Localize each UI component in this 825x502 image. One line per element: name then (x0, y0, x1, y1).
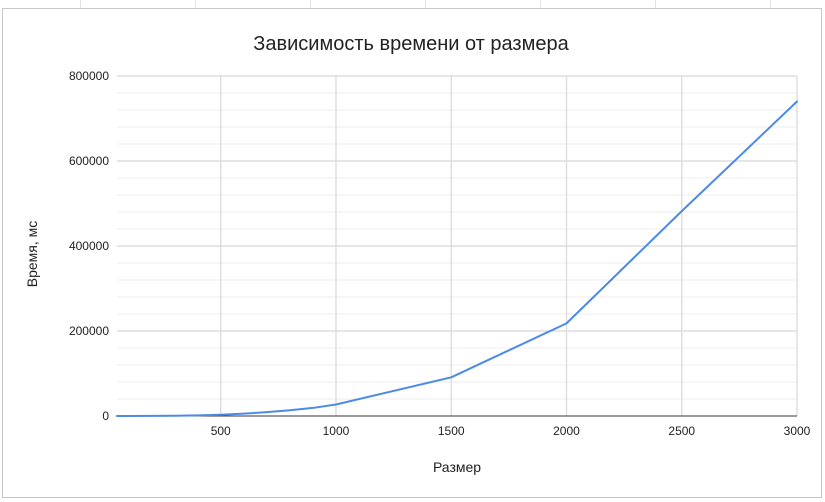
x-tick-label: 2500 (668, 424, 695, 438)
y-tick-label: 400000 (69, 239, 109, 253)
series-layer (116, 100, 798, 417)
sheet-column-strip (0, 0, 825, 8)
x-tick-label: 2000 (553, 424, 580, 438)
x-axis-label: Размер (433, 459, 481, 475)
y-tick-label: 200000 (69, 324, 109, 338)
x-tick-label: 500 (211, 424, 231, 438)
x-tick-label: 1500 (438, 424, 465, 438)
y-axis-ticks: 0 200000 400000 600000 800000 (69, 69, 109, 423)
x-axis-ticks: 500 1000 1500 2000 2500 3000 (211, 424, 811, 438)
y-axis-label: Время, мс (24, 221, 40, 288)
series-line[interactable] (116, 100, 798, 417)
major-gridlines (117, 75, 798, 416)
y-tick-label: 0 (102, 409, 109, 423)
x-tick-label: 3000 (784, 424, 811, 438)
y-tick-label: 600000 (69, 154, 109, 168)
minor-gridlines (117, 92, 797, 400)
chart-title: Зависимость времени от размера (253, 33, 569, 55)
y-tick-label: 800000 (69, 69, 109, 83)
x-tick-label: 1000 (323, 424, 350, 438)
